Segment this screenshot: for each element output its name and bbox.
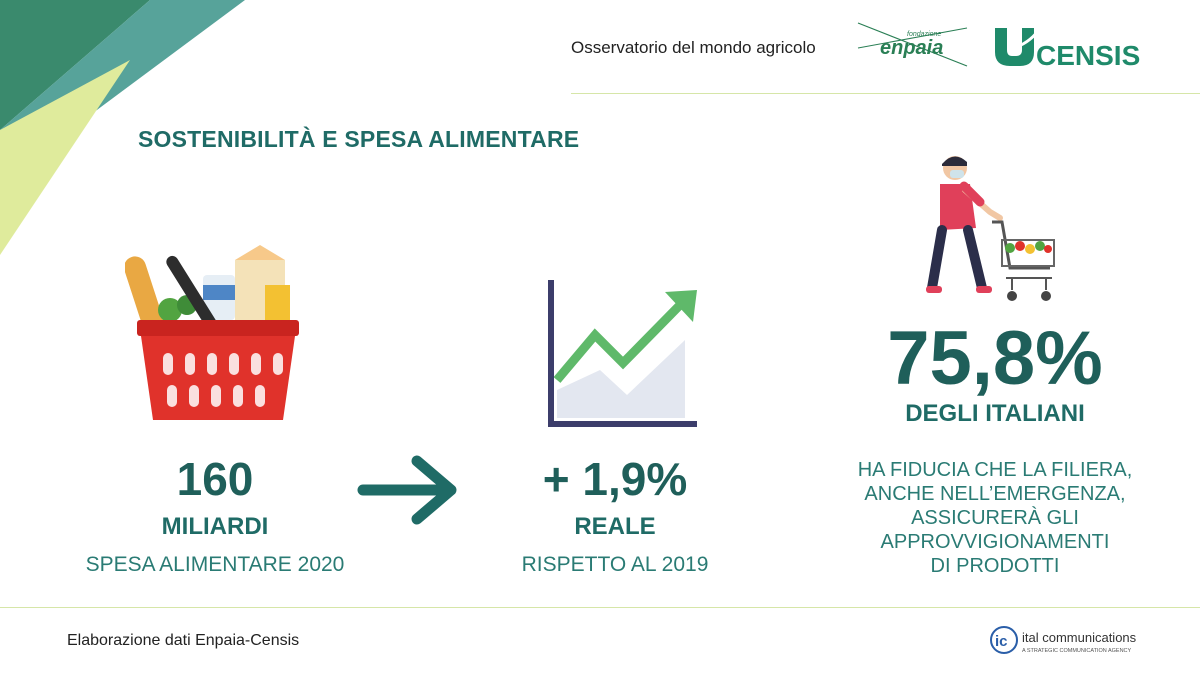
arrow-right-icon: [357, 455, 457, 525]
shopping-basket-icon: [125, 245, 299, 420]
header-caption: Osservatorio del mondo agricolo: [571, 38, 816, 57]
spending-value: 160: [176, 453, 254, 505]
growth-chart-icon: [548, 280, 697, 427]
footer-divider: [0, 607, 1200, 608]
spending-description: SPESA ALIMENTARE 2020: [85, 553, 345, 576]
growth-description: RISPETTO AL 2019: [521, 553, 709, 576]
ital-communications-logo: ic ital communications A STRATEGIC COMMU…: [990, 626, 1137, 654]
enpaia-logo: fondazione enpaia: [857, 22, 968, 67]
shopper-cart-icon: [926, 156, 1055, 301]
corner-decoration: [0, 0, 245, 255]
trust-description-line: DI PRODOTTI: [930, 555, 1060, 577]
growth-unit: REALE: [574, 513, 656, 540]
trust-description-line: HA FIDUCIA CHE LA FILIERA,: [857, 459, 1133, 481]
trust-unit: DEGLI ITALIANI: [905, 400, 1085, 427]
header-divider: [571, 93, 1200, 94]
spending-unit: MILIARDI: [161, 513, 269, 540]
svg-text:CENSIS: CENSIS: [1036, 40, 1140, 71]
page-title: SOSTENIBILITÀ E SPESA ALIMENTARE: [138, 126, 580, 152]
trust-description-line: APPROVVIGIONAMENTI: [880, 531, 1110, 553]
trust-description-line: ANCHE NELL’EMERGENZA,: [864, 483, 1126, 505]
svg-text:fondazione: fondazione: [907, 31, 941, 38]
svg-text:A STRATEGIC COMMUNICATION AGEN: A STRATEGIC COMMUNICATION AGENCY: [1022, 648, 1132, 654]
trust-description: HA FIDUCIA CHE LA FILIERA, ANCHE NELL’EM…: [830, 458, 1160, 578]
trust-value: 75,8%: [887, 316, 1103, 401]
svg-text:enpaia: enpaia: [880, 37, 943, 59]
trust-description-line: ASSICURERÀ GLI: [911, 507, 1079, 529]
growth-value: + 1,9%: [542, 453, 688, 505]
censis-logo: CENSIS: [995, 27, 1140, 71]
svg-text:ic: ic: [995, 633, 1008, 650]
footer-source: Elaborazione dati Enpaia-Censis: [67, 632, 300, 649]
svg-text:ital communications: ital communications: [1022, 630, 1137, 645]
